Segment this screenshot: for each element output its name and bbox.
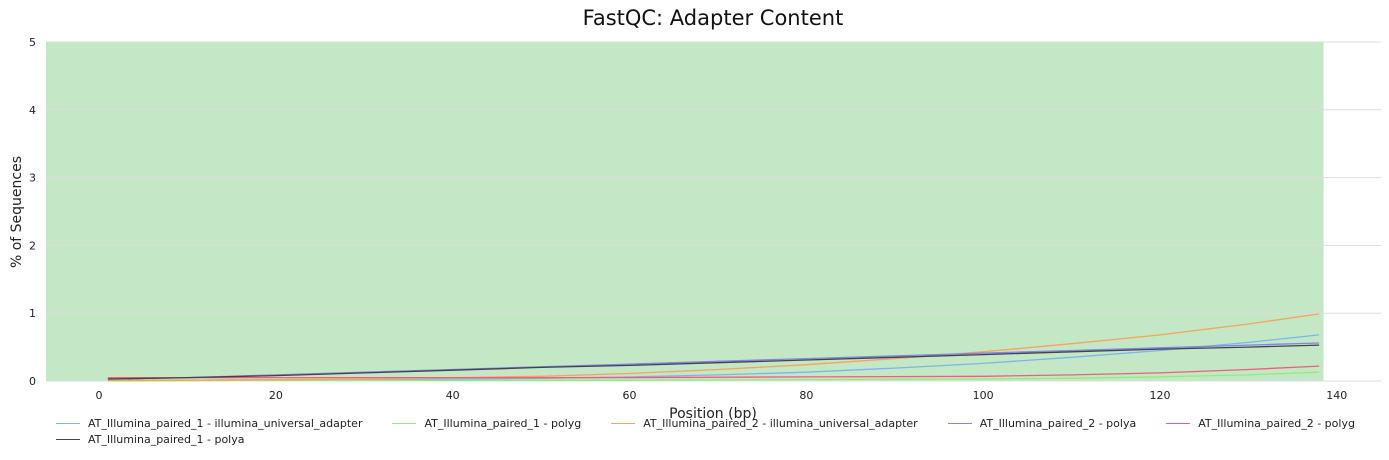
legend-label: AT_Illumina_paired_2 - illumina_universa… <box>643 416 918 430</box>
y-axis-label: % of Sequences <box>9 156 25 268</box>
legend-swatch <box>947 422 972 424</box>
legend-label: AT_Illumina_paired_2 - polya <box>979 416 1137 430</box>
x-tick-label: 100 <box>973 389 994 402</box>
y-tick-label: 5 <box>29 36 36 49</box>
legend-item[interactable]: AT_Illumina_paired_2 - polya <box>947 416 1137 430</box>
x-tick-label: 80 <box>799 389 813 402</box>
series-line-3 <box>107 313 1320 381</box>
legend-label: AT_Illumina_paired_2 - polyg <box>1198 416 1355 430</box>
legend-item[interactable]: AT_Illumina_paired_2 - polyg <box>1166 416 1355 430</box>
series-line-4 <box>107 342 1320 380</box>
series-line-5 <box>107 365 1320 379</box>
x-tick-label: 120 <box>1149 389 1170 402</box>
legend-label: AT_Illumina_paired_1 - polyg <box>424 416 582 430</box>
y-tick-label: 0 <box>29 375 36 388</box>
legend-label: AT_Illumina_paired_1 - polya <box>88 432 245 446</box>
y-tick-label: 4 <box>29 104 36 117</box>
y-tick-label: 3 <box>29 172 36 185</box>
x-tick-label: 0 <box>96 389 103 402</box>
legend-item[interactable]: AT_Illumina_paired_1 - illumina_universa… <box>56 416 362 430</box>
legend-swatch <box>56 438 80 440</box>
x-tick-label: 140 <box>1326 389 1347 402</box>
legend-label: AT_Illumina_paired_1 - illumina_universa… <box>88 416 363 430</box>
legend-swatch <box>611 422 636 424</box>
x-axis-label: Position (bp) <box>669 406 757 422</box>
series-line-2 <box>107 371 1320 382</box>
legend-swatch <box>1166 422 1191 424</box>
x-tick-label: 20 <box>269 389 283 402</box>
pass-zone-band <box>46 42 1324 381</box>
legend-item[interactable]: AT_Illumina_paired_2 - illumina_universa… <box>611 416 918 430</box>
x-tick-label: 40 <box>446 389 460 402</box>
y-tick-label: 1 <box>29 307 36 320</box>
legend-item[interactable]: AT_Illumina_paired_1 - polyg <box>392 416 581 430</box>
x-tick-label: 60 <box>623 389 637 402</box>
y-tick-label: 2 <box>29 239 36 252</box>
legend: AT_Illumina_paired_1 - illumina_universa… <box>56 416 1386 446</box>
legend-item[interactable]: AT_Illumina_paired_1 - polya <box>56 432 245 446</box>
series-line-6 <box>107 344 1320 380</box>
chart-title: FastQC: Adapter Content <box>582 6 844 30</box>
legend-swatch <box>56 422 80 424</box>
legend-swatch <box>392 422 417 424</box>
